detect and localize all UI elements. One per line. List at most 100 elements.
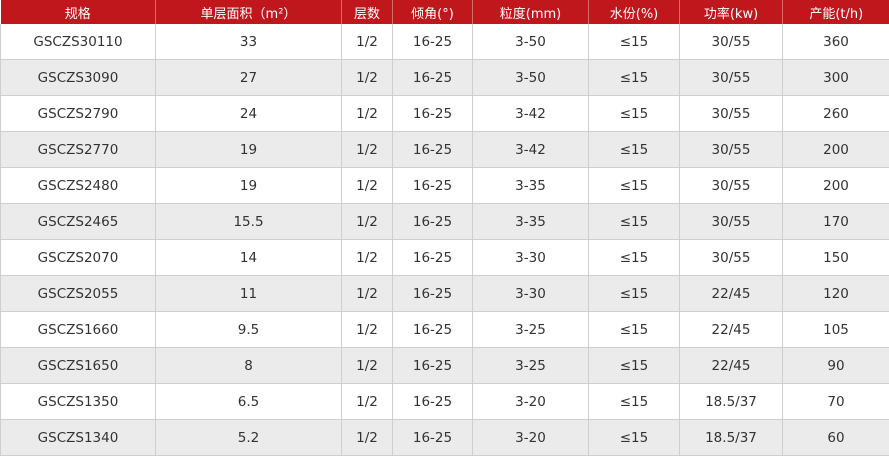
cell-capacity: 90 [782,347,889,384]
cell-model: GSCZS30110 [0,24,156,60]
cell-moisture: ≤15 [588,311,680,348]
cell-capacity: 60 [782,419,889,456]
table-row: GSCZS1350 6.5 1/2 16-25 3-20 ≤15 18.5/37 70 [0,383,889,420]
cell-angle: 16-25 [392,383,473,420]
cell-area: 14 [155,239,342,276]
cell-area: 27 [155,59,342,96]
cell-angle: 16-25 [392,59,473,96]
cell-moisture: ≤15 [588,59,680,96]
table-row: GSCZS3090 27 1/2 16-25 3-50 ≤15 30/55 300 [0,59,889,96]
cell-area: 24 [155,95,342,132]
cell-model: GSCZS2070 [0,239,156,276]
header-angle: 倾角(°) [392,0,473,24]
cell-power: 18.5/37 [679,419,783,456]
cell-area: 11 [155,275,342,312]
cell-layers: 1/2 [341,239,393,276]
cell-power: 18.5/37 [679,383,783,420]
cell-moisture: ≤15 [588,167,680,204]
cell-angle: 16-25 [392,95,473,132]
header-moisture: 水份(%) [588,0,680,24]
cell-area: 6.5 [155,383,342,420]
header-granularity: 粒度(mm) [472,0,589,24]
cell-layers: 1/2 [341,383,393,420]
cell-angle: 16-25 [392,203,473,240]
cell-angle: 16-25 [392,347,473,384]
cell-model: GSCZS2480 [0,167,156,204]
cell-area: 8 [155,347,342,384]
cell-granularity: 3-35 [472,203,589,240]
table-row: GSCZS1660 9.5 1/2 16-25 3-25 ≤15 22/45 105 [0,311,889,348]
cell-capacity: 150 [782,239,889,276]
cell-capacity: 170 [782,203,889,240]
cell-layers: 1/2 [341,311,393,348]
cell-power: 22/45 [679,311,783,348]
cell-model: GSCZS2790 [0,95,156,132]
cell-granularity: 3-25 [472,311,589,348]
cell-moisture: ≤15 [588,347,680,384]
header-area: 单层面积（m²） [155,0,342,24]
cell-granularity: 3-30 [472,239,589,276]
header-model: 规格 [0,0,156,24]
cell-angle: 16-25 [392,311,473,348]
cell-angle: 16-25 [392,24,473,60]
cell-layers: 1/2 [341,203,393,240]
cell-granularity: 3-20 [472,419,589,456]
table-row: GSCZS2055 11 1/2 16-25 3-30 ≤15 22/45 120 [0,275,889,312]
cell-moisture: ≤15 [588,419,680,456]
cell-moisture: ≤15 [588,383,680,420]
cell-model: GSCZS2465 [0,203,156,240]
table-row: GSCZS2770 19 1/2 16-25 3-42 ≤15 30/55 200 [0,131,889,168]
cell-granularity: 3-20 [472,383,589,420]
cell-layers: 1/2 [341,59,393,96]
cell-granularity: 3-35 [472,167,589,204]
cell-granularity: 3-30 [472,275,589,312]
cell-capacity: 300 [782,59,889,96]
cell-granularity: 3-25 [472,347,589,384]
cell-granularity: 3-50 [472,59,589,96]
cell-layers: 1/2 [341,419,393,456]
header-capacity: 产能(t/h) [782,0,889,24]
table-row: GSCZS2790 24 1/2 16-25 3-42 ≤15 30/55 260 [0,95,889,132]
cell-model: GSCZS3090 [0,59,156,96]
cell-area: 9.5 [155,311,342,348]
cell-power: 22/45 [679,275,783,312]
header-layers: 层数 [341,0,393,24]
cell-capacity: 200 [782,167,889,204]
cell-angle: 16-25 [392,239,473,276]
cell-power: 30/55 [679,203,783,240]
cell-angle: 16-25 [392,131,473,168]
cell-model: GSCZS2055 [0,275,156,312]
cell-power: 30/55 [679,131,783,168]
cell-moisture: ≤15 [588,95,680,132]
cell-angle: 16-25 [392,419,473,456]
cell-moisture: ≤15 [588,131,680,168]
cell-capacity: 360 [782,24,889,60]
cell-power: 30/55 [679,59,783,96]
cell-layers: 1/2 [341,24,393,60]
cell-moisture: ≤15 [588,203,680,240]
table-row: GSCZS30110 33 1/2 16-25 3-50 ≤15 30/55 360 [0,24,889,60]
cell-layers: 1/2 [341,275,393,312]
cell-power: 30/55 [679,167,783,204]
cell-moisture: ≤15 [588,275,680,312]
cell-granularity: 3-50 [472,24,589,60]
cell-power: 30/55 [679,239,783,276]
cell-area: 15.5 [155,203,342,240]
cell-moisture: ≤15 [588,24,680,60]
cell-area: 19 [155,167,342,204]
cell-capacity: 105 [782,311,889,348]
cell-granularity: 3-42 [472,131,589,168]
cell-layers: 1/2 [341,167,393,204]
header-row: 规格 单层面积（m²） 层数 倾角(°) 粒度(mm) 水份(%) 功率(kw) 产能(t/h… [0,0,889,24]
table-row: GSCZS1650 8 1/2 16-25 3-25 ≤15 22/45 90 [0,347,889,384]
cell-model: GSCZS1340 [0,419,156,456]
table-row: GSCZS2070 14 1/2 16-25 3-30 ≤15 30/55 150 [0,239,889,276]
cell-model: GSCZS1650 [0,347,156,384]
header-power: 功率(kw) [679,0,783,24]
table-row: GSCZS2465 15.5 1/2 16-25 3-35 ≤15 30/55 170 [0,203,889,240]
cell-capacity: 260 [782,95,889,132]
cell-layers: 1/2 [341,131,393,168]
cell-layers: 1/2 [341,95,393,132]
cell-angle: 16-25 [392,167,473,204]
